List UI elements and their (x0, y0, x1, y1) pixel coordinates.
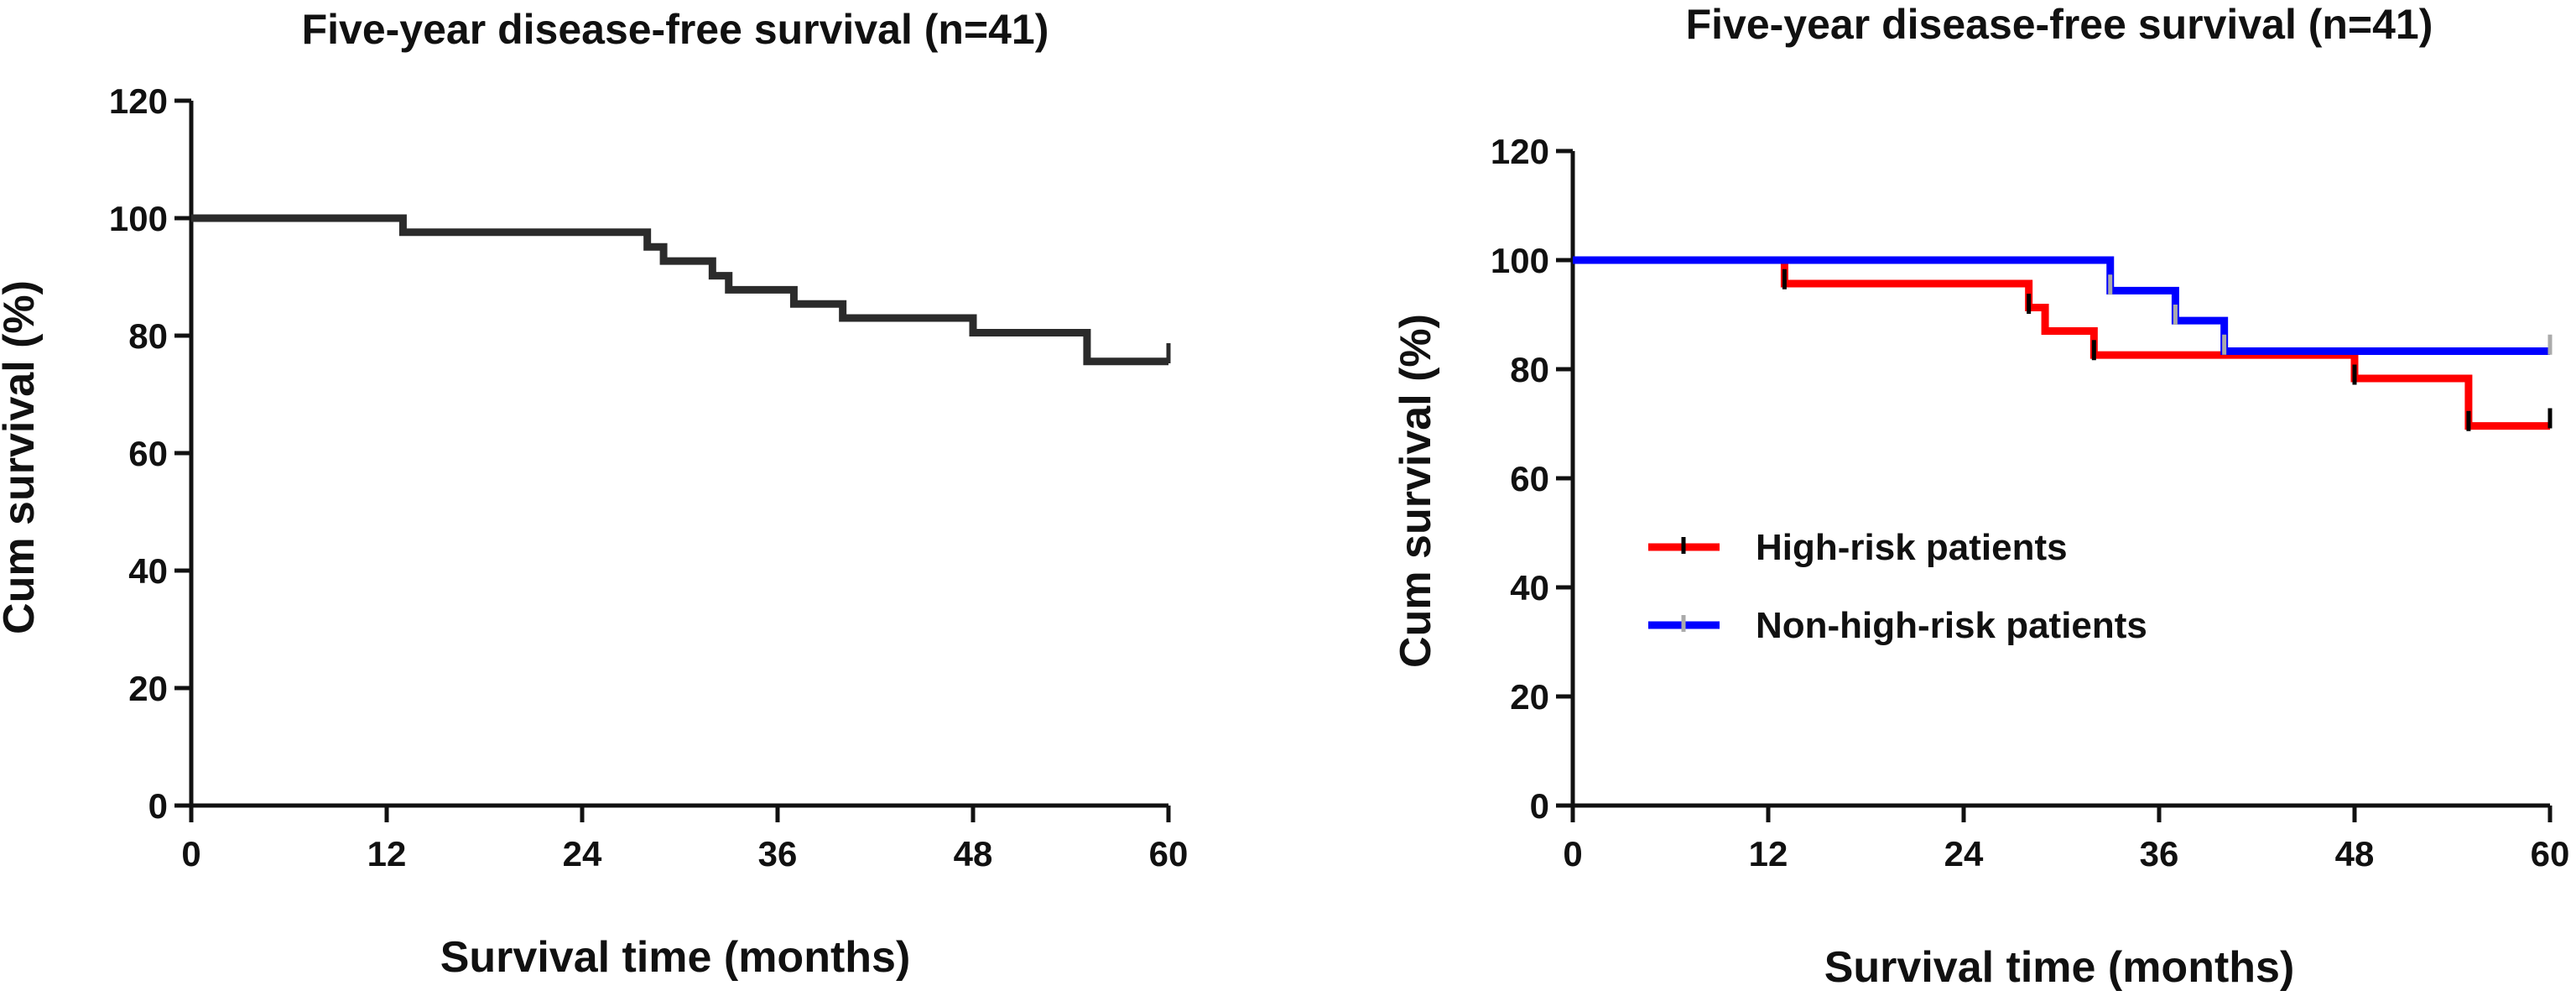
left-survival-chart: Five-year disease-free survival (n=41) C… (0, 6, 1188, 982)
left-axes (189, 101, 1168, 808)
right-y-axis-label: Cum survival (%) (1392, 314, 1440, 668)
legend-item-non-high-risk: Non-high-risk patients (1648, 605, 2147, 646)
left-y-tick-label: 120 (109, 81, 168, 121)
right-survival-curve-non-high-risk-patients (1573, 256, 2550, 356)
left-y-tick-label: 80 (128, 316, 168, 356)
right-x-tick-label: 12 (1749, 834, 1788, 873)
right-survival-chart: Five-year disease-free survival (n=41) C… (1392, 1, 2569, 992)
left-x-tick-label: 36 (758, 834, 798, 873)
right-y-tick-label: 120 (1491, 132, 1549, 171)
right-chart-title: Five-year disease-free survival (n=41) (1686, 1, 2433, 48)
right-x-tick-label: 0 (1563, 834, 1582, 873)
left-x-tick-label: 12 (367, 834, 407, 873)
right-series (1573, 256, 2553, 431)
left-chart-title: Five-year disease-free survival (n=41) (302, 6, 1049, 53)
right-y-tick-label: 80 (1510, 350, 1549, 389)
right-y-tick-label: 20 (1510, 677, 1549, 717)
right-y-tick-label: 100 (1491, 241, 1549, 280)
right-x-tick-label: 36 (2140, 834, 2179, 873)
right-x-tick-label: 24 (1944, 834, 1984, 873)
left-y-axis-label-text: Cum survival (%) (0, 280, 44, 634)
left-x-tick-label: 0 (181, 834, 200, 873)
legend-label-non-high-risk: Non-high-risk patients (1756, 605, 2147, 646)
right-x-tick-label: 60 (2531, 834, 2570, 873)
right-x-tick-label: 48 (2335, 834, 2375, 873)
left-series (191, 214, 1171, 366)
left-survival-curve-overall (191, 214, 1168, 366)
left-y-tick-label: 0 (148, 786, 168, 826)
right-x-axis-label: Survival time (months) (1824, 943, 2295, 992)
right-y-axis-label-text: Cum survival (%) (1392, 314, 1440, 668)
left-ticks: 0 20 40 60 80 100 120 0 12 24 36 48 60 (109, 81, 1188, 873)
legend: High-risk patients Non-high-risk patient… (1648, 527, 2147, 646)
left-x-axis-label: Survival time (months) (440, 933, 911, 982)
right-survival-curve-high-risk-patients (1573, 256, 2550, 430)
left-y-tick-label: 100 (109, 199, 168, 238)
left-y-axis-label: Cum survival (%) (0, 280, 44, 634)
left-x-tick-label: 48 (954, 834, 993, 873)
legend-label-high-risk: High-risk patients (1756, 527, 2068, 568)
left-x-tick-label: 60 (1149, 834, 1189, 873)
left-y-tick-label: 40 (128, 551, 168, 591)
right-axes (1570, 151, 2550, 808)
left-y-tick-label: 20 (128, 669, 168, 708)
right-ticks: 0 20 40 60 80 100 120 0 12 24 36 48 60 (1491, 132, 2569, 873)
right-y-tick-label: 40 (1510, 568, 1549, 608)
right-y-tick-label: 60 (1510, 459, 1549, 498)
legend-item-high-risk: High-risk patients (1648, 527, 2068, 568)
right-y-tick-label: 0 (1530, 786, 1549, 826)
left-x-tick-label: 24 (563, 834, 602, 873)
left-y-tick-label: 60 (128, 434, 168, 473)
